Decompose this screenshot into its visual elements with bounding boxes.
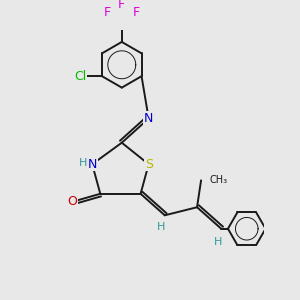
Text: H: H [79,158,87,168]
Text: O: O [67,195,77,208]
Text: N: N [88,158,97,171]
Text: CH₃: CH₃ [209,175,227,185]
Text: N: N [144,112,153,125]
Text: S: S [145,158,153,171]
Text: F: F [118,0,125,11]
Text: Cl: Cl [74,70,87,83]
Text: H: H [214,237,223,247]
Text: H: H [157,222,165,233]
Text: F: F [133,6,140,19]
Text: F: F [103,6,111,19]
